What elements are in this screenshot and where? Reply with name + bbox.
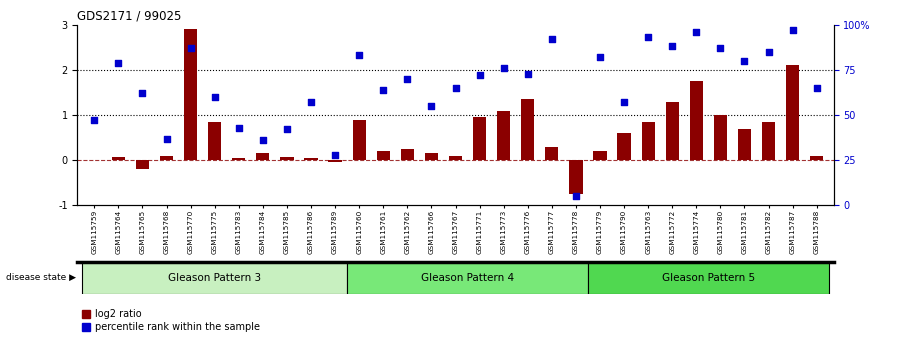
Text: disease state ▶: disease state ▶ bbox=[5, 273, 76, 282]
Bar bbox=[82, 262, 347, 294]
Bar bbox=[112, 157, 125, 160]
Point bbox=[448, 85, 463, 91]
Bar bbox=[521, 99, 535, 160]
Bar bbox=[738, 129, 751, 160]
Point bbox=[593, 55, 608, 60]
Point bbox=[425, 103, 439, 109]
Bar bbox=[281, 156, 293, 160]
Bar bbox=[425, 153, 438, 160]
Point bbox=[328, 152, 343, 158]
Bar bbox=[449, 156, 462, 160]
Point bbox=[713, 45, 728, 51]
Point bbox=[762, 49, 776, 55]
Bar bbox=[208, 122, 221, 160]
Bar bbox=[232, 158, 245, 160]
Bar bbox=[762, 122, 775, 160]
Bar bbox=[184, 29, 198, 160]
Bar bbox=[713, 115, 727, 160]
Point bbox=[737, 58, 752, 64]
Point bbox=[640, 35, 655, 40]
Point bbox=[520, 71, 535, 76]
Point bbox=[256, 137, 271, 143]
Bar bbox=[545, 147, 558, 160]
Text: Gleason Pattern 4: Gleason Pattern 4 bbox=[421, 273, 514, 283]
Point bbox=[568, 193, 583, 199]
Point bbox=[352, 53, 366, 58]
Bar bbox=[690, 81, 703, 160]
Bar bbox=[618, 133, 630, 160]
Bar bbox=[569, 160, 582, 194]
Bar bbox=[593, 151, 607, 160]
Point bbox=[135, 91, 149, 96]
Bar bbox=[304, 158, 318, 160]
Point bbox=[400, 76, 415, 82]
Point bbox=[111, 60, 126, 65]
Point bbox=[545, 36, 559, 42]
Bar bbox=[347, 262, 588, 294]
Bar bbox=[136, 160, 149, 169]
Point bbox=[159, 136, 174, 141]
Point bbox=[303, 99, 318, 105]
Bar bbox=[473, 117, 486, 160]
Legend: log2 ratio, percentile rank within the sample: log2 ratio, percentile rank within the s… bbox=[82, 309, 260, 332]
Point bbox=[472, 73, 486, 78]
Point bbox=[689, 29, 703, 35]
Bar bbox=[256, 153, 270, 160]
Bar bbox=[353, 120, 366, 160]
Bar bbox=[641, 122, 655, 160]
Point bbox=[376, 87, 391, 93]
Text: GDS2171 / 99025: GDS2171 / 99025 bbox=[77, 9, 182, 22]
Point bbox=[183, 45, 198, 51]
Text: Gleason Pattern 5: Gleason Pattern 5 bbox=[661, 273, 755, 283]
Bar bbox=[497, 110, 510, 160]
Text: Gleason Pattern 3: Gleason Pattern 3 bbox=[169, 273, 261, 283]
Point bbox=[87, 118, 102, 123]
Point bbox=[280, 127, 294, 132]
Point bbox=[617, 99, 631, 105]
Bar bbox=[666, 102, 679, 160]
Bar bbox=[810, 156, 824, 160]
Point bbox=[785, 27, 800, 33]
Bar bbox=[588, 262, 829, 294]
Bar bbox=[786, 65, 799, 160]
Bar bbox=[329, 160, 342, 162]
Point bbox=[809, 85, 824, 91]
Bar bbox=[160, 156, 173, 160]
Point bbox=[665, 44, 680, 49]
Point bbox=[208, 94, 222, 100]
Bar bbox=[376, 151, 390, 160]
Point bbox=[231, 125, 246, 131]
Point bbox=[496, 65, 511, 71]
Bar bbox=[401, 149, 414, 160]
